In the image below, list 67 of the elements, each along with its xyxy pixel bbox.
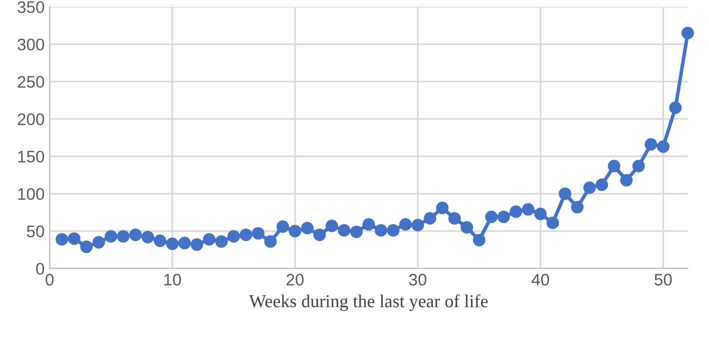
point xyxy=(301,222,314,234)
point xyxy=(68,232,80,245)
x-axis-title: Weeks during the last year of life xyxy=(249,294,488,312)
point xyxy=(215,235,228,248)
point xyxy=(399,218,412,231)
y-tick-label: 100 xyxy=(18,188,44,200)
point xyxy=(669,102,682,114)
point xyxy=(154,234,166,248)
y-tick-label: 0 xyxy=(36,262,44,275)
point xyxy=(386,224,400,237)
point xyxy=(681,26,694,40)
point xyxy=(460,221,474,234)
point xyxy=(485,210,498,224)
point xyxy=(362,218,375,231)
y-tick-label: 350 xyxy=(18,1,44,14)
point xyxy=(412,218,424,232)
point xyxy=(632,160,645,172)
y-tick-label: 250 xyxy=(18,76,44,88)
point xyxy=(80,240,93,254)
y-tick-label: 200 xyxy=(18,113,44,126)
point xyxy=(472,234,486,246)
point xyxy=(117,230,130,243)
x-tick-label: 50 xyxy=(654,274,672,286)
point xyxy=(546,216,559,230)
point xyxy=(424,212,436,225)
point xyxy=(497,210,510,224)
point xyxy=(264,235,277,248)
point xyxy=(338,224,350,237)
point xyxy=(644,138,658,151)
point xyxy=(252,227,264,240)
y-tick-label: 300 xyxy=(18,38,44,50)
point xyxy=(656,140,670,153)
point xyxy=(166,238,179,250)
point xyxy=(510,205,522,218)
x-tick-label: 30 xyxy=(409,274,426,286)
y-tick-label: 50 xyxy=(26,225,44,238)
point xyxy=(313,228,326,242)
point xyxy=(142,230,154,244)
point xyxy=(374,224,388,237)
point xyxy=(534,208,547,220)
point xyxy=(326,220,338,232)
point xyxy=(522,203,534,216)
point xyxy=(104,230,118,243)
point xyxy=(448,212,461,225)
point xyxy=(129,228,142,242)
point xyxy=(178,236,191,250)
point xyxy=(202,233,216,246)
point xyxy=(92,236,105,249)
point xyxy=(190,238,204,251)
x-tick-label: 0 xyxy=(46,274,54,286)
point xyxy=(583,181,596,194)
point xyxy=(608,160,620,172)
point xyxy=(436,202,449,214)
point xyxy=(227,230,240,243)
point xyxy=(288,224,302,238)
point xyxy=(571,200,584,214)
point xyxy=(276,220,290,233)
point xyxy=(596,178,608,191)
y-tick-label: 150 xyxy=(18,150,44,163)
point xyxy=(56,233,68,246)
x-tick-label: 10 xyxy=(164,274,181,286)
point xyxy=(350,226,363,238)
point xyxy=(620,174,633,187)
x-tick-label: 20 xyxy=(286,274,304,286)
x-tick-label: 40 xyxy=(532,274,550,286)
point xyxy=(558,187,572,200)
point xyxy=(240,228,252,242)
